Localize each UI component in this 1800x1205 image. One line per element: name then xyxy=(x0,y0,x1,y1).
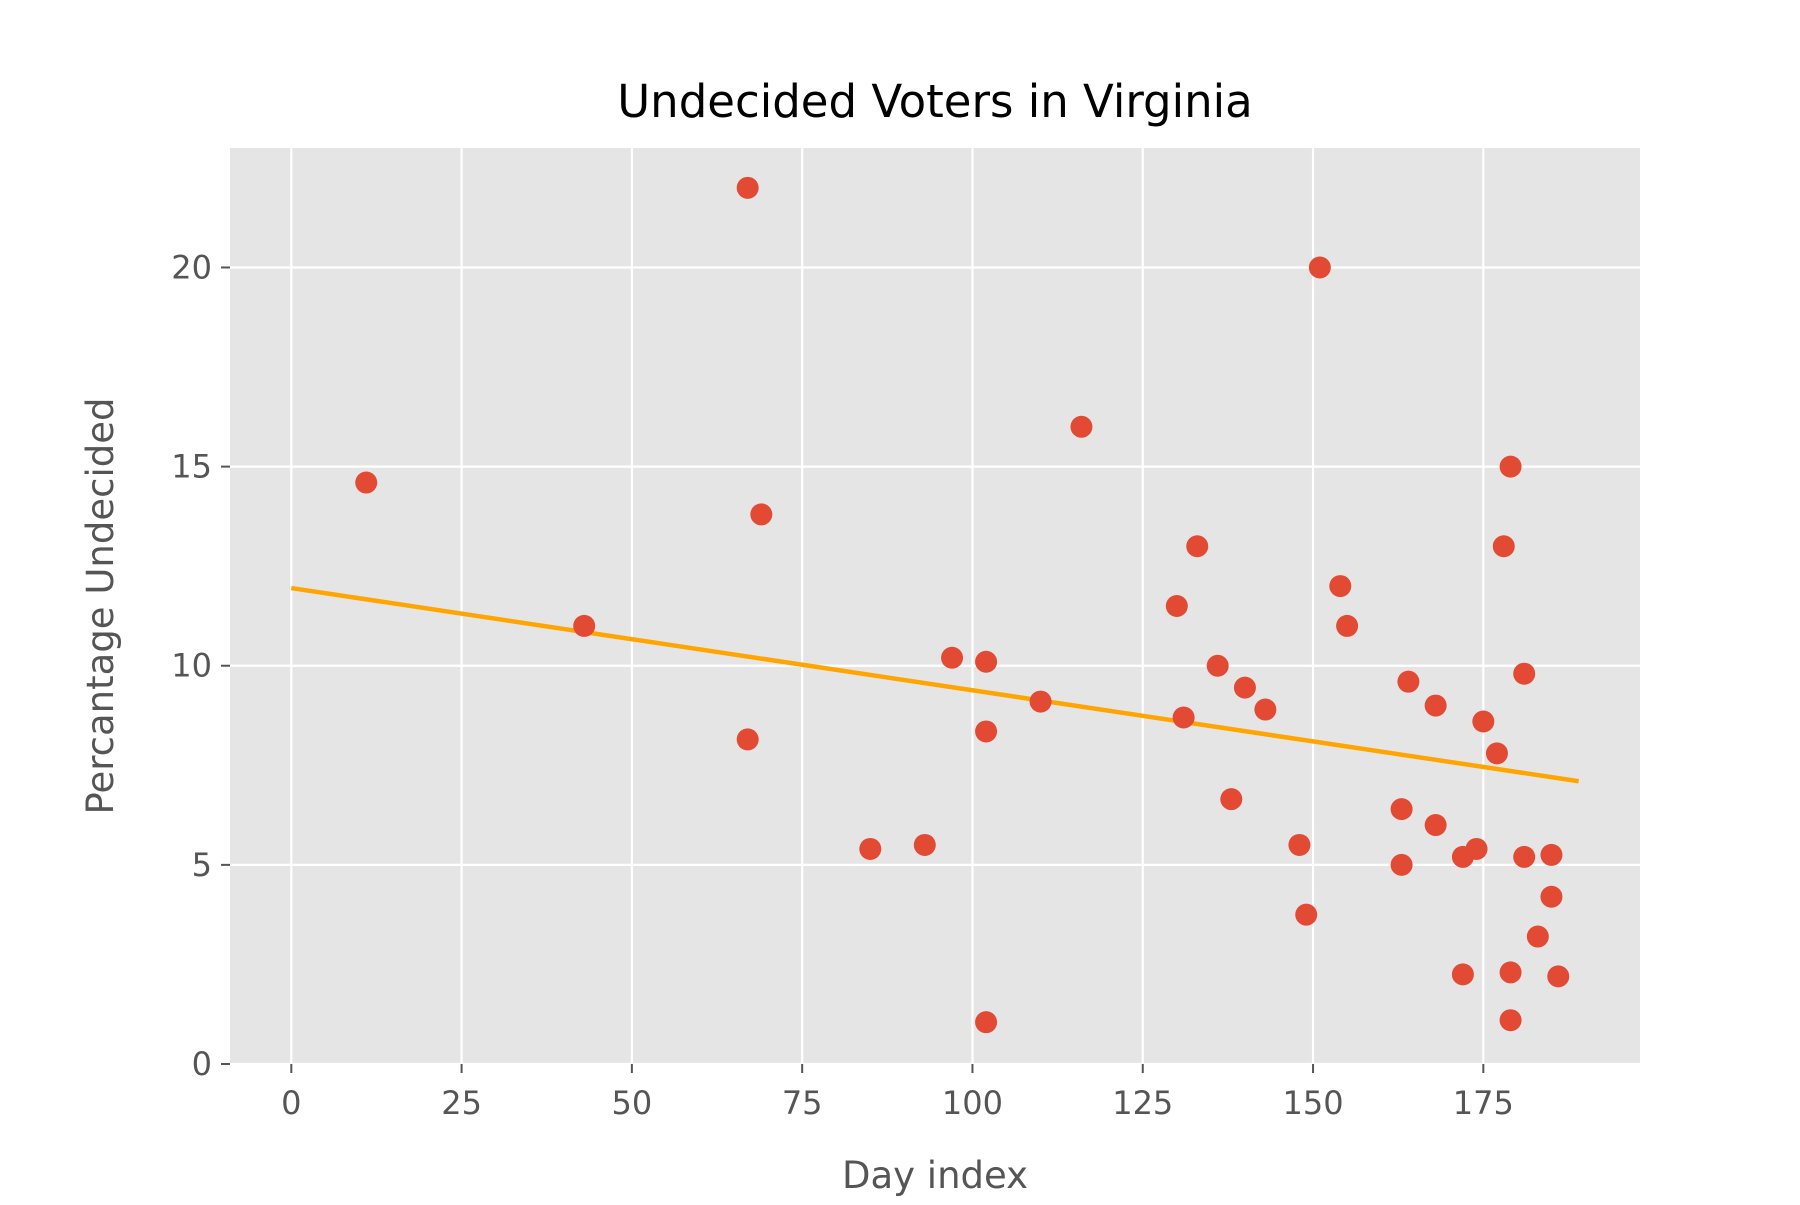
scatter-point xyxy=(736,728,759,751)
scatter-point xyxy=(1233,676,1256,699)
axis-ticks: 0 25 50 75 100 125 150 175 0 5 10 15 20 xyxy=(171,248,1514,1122)
y-tick-label: 10 xyxy=(171,647,212,685)
scatter-point xyxy=(1397,670,1420,693)
scatter-point xyxy=(1513,662,1536,685)
scatter-point xyxy=(1329,575,1352,598)
x-tick-label: 0 xyxy=(281,1084,301,1122)
y-axis-label: Percantage Undecided xyxy=(79,398,122,815)
scatter-point xyxy=(1451,963,1474,986)
x-tick-label: 125 xyxy=(1112,1084,1173,1122)
scatter-point xyxy=(1472,710,1495,733)
scatter-point xyxy=(1172,706,1195,729)
scatter-point xyxy=(1220,788,1243,811)
plot-background xyxy=(230,148,1640,1064)
y-tick-label: 15 xyxy=(171,448,212,486)
scatter-point xyxy=(1288,833,1311,856)
scatter-point xyxy=(1547,965,1570,988)
chart-title: Undecided Voters in Virginia xyxy=(617,75,1252,128)
x-tick-label: 100 xyxy=(942,1084,1003,1122)
x-tick-label: 150 xyxy=(1283,1084,1344,1122)
scatter-point xyxy=(1206,654,1229,677)
x-tick-label: 25 xyxy=(441,1084,482,1122)
scatter-point xyxy=(1424,694,1447,717)
scatter-point xyxy=(913,833,936,856)
y-tick-label: 5 xyxy=(192,846,212,884)
scatter-point xyxy=(1336,614,1359,637)
scatter-point xyxy=(1070,415,1093,438)
scatter-point xyxy=(975,1011,998,1034)
scatter-point xyxy=(1540,885,1563,908)
scatter-point xyxy=(1526,925,1549,948)
scatter-point xyxy=(1492,535,1515,558)
scatter-point xyxy=(736,176,759,199)
scatter-point xyxy=(1029,690,1052,713)
scatter-point xyxy=(1390,853,1413,876)
scatter-point xyxy=(1465,837,1488,860)
scatter-point xyxy=(1186,535,1209,558)
scatter-point xyxy=(750,503,773,526)
scatter-point xyxy=(975,720,998,743)
scatter-point xyxy=(1499,961,1522,984)
scatter-points xyxy=(355,176,1570,1034)
scatter-point xyxy=(1499,455,1522,478)
scatter-point xyxy=(573,614,596,637)
scatter-point xyxy=(1540,843,1563,866)
scatter-point xyxy=(1424,814,1447,837)
scatter-point xyxy=(1390,798,1413,821)
x-axis-label: Day index xyxy=(842,1154,1028,1197)
scatter-point xyxy=(1254,698,1277,721)
scatter-point xyxy=(1499,1009,1522,1032)
scatter-point xyxy=(1513,845,1536,868)
scatter-point xyxy=(859,837,882,860)
trend-line xyxy=(290,585,1580,784)
x-tick-label: 50 xyxy=(612,1084,653,1122)
scatter-point xyxy=(941,646,964,669)
scatter-point xyxy=(1295,903,1318,926)
x-tick-label: 175 xyxy=(1453,1084,1514,1122)
scatter-point xyxy=(1165,595,1188,617)
scatter-point xyxy=(975,650,998,673)
y-tick-label: 20 xyxy=(171,248,212,286)
scatter-point xyxy=(1485,742,1508,765)
trend-line-layer xyxy=(290,585,1580,784)
x-tick-label: 75 xyxy=(782,1084,823,1122)
y-tick-label: 0 xyxy=(192,1045,212,1083)
scatter-point xyxy=(1308,256,1331,279)
scatter-point xyxy=(355,471,378,494)
